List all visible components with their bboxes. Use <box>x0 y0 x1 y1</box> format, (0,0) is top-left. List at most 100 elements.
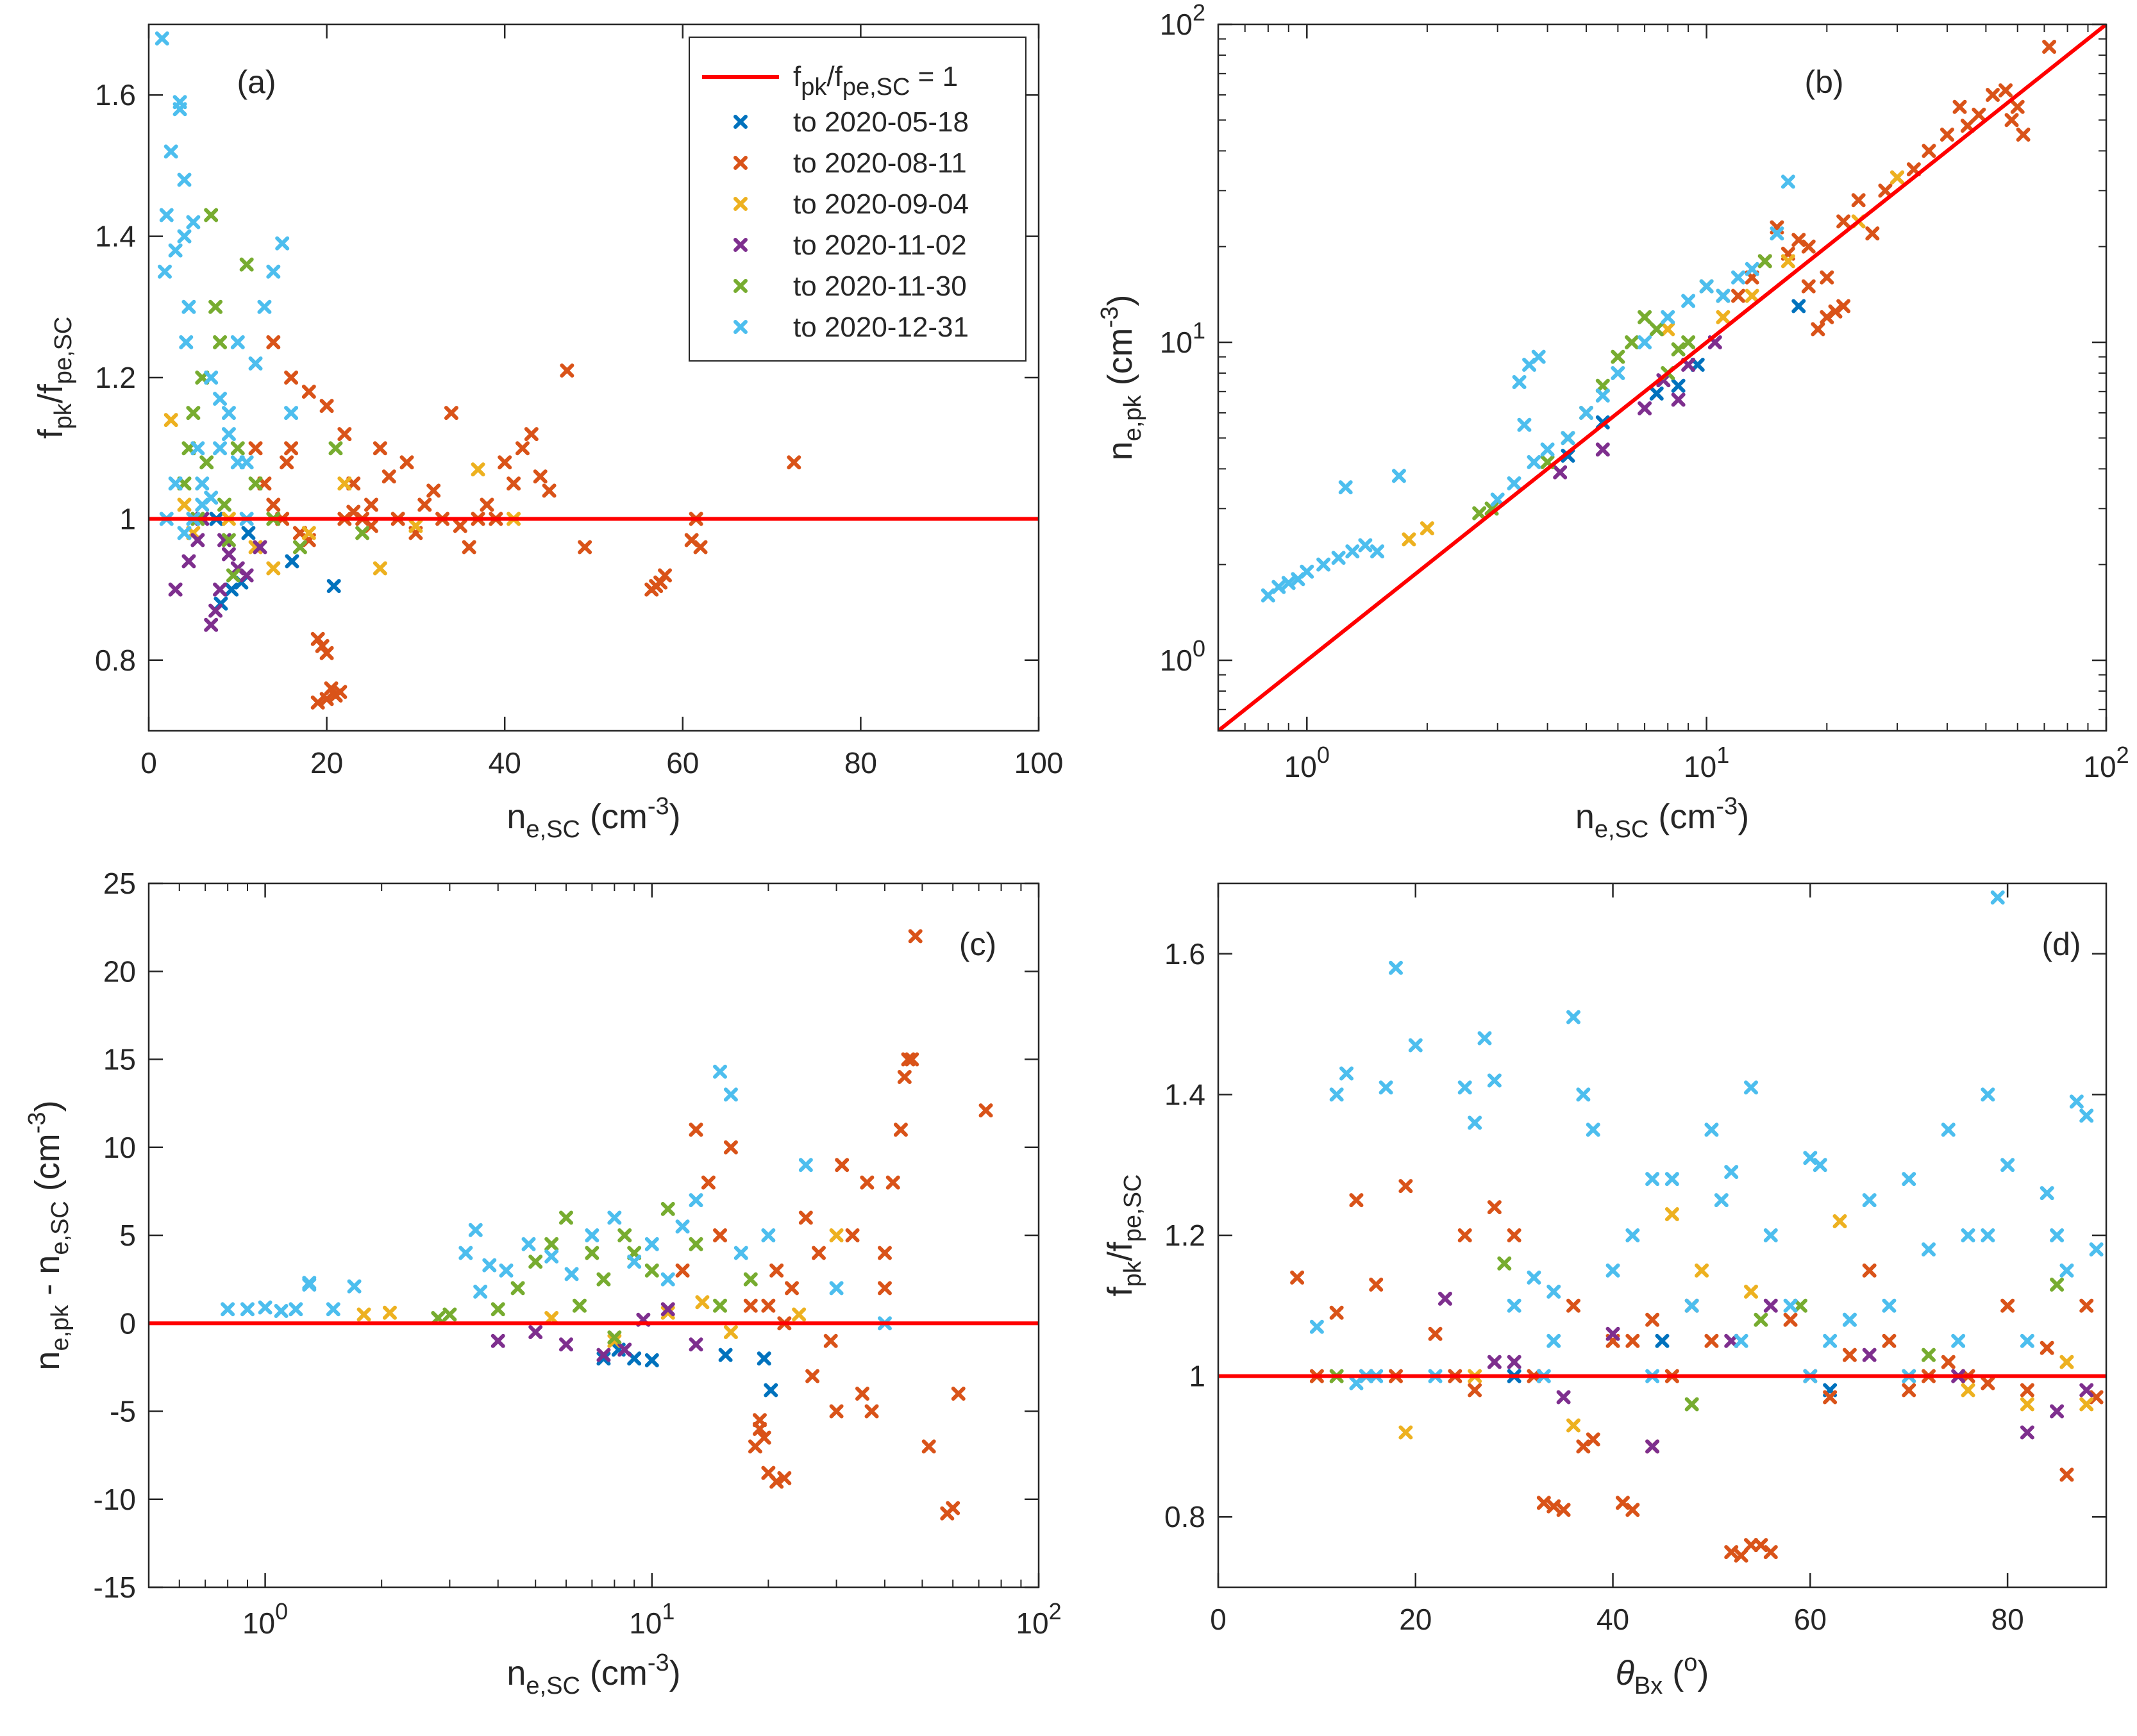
panel-label: (a) <box>237 64 276 100</box>
data-point <box>280 455 294 470</box>
data-point <box>644 1237 659 1251</box>
data-point <box>1468 1115 1482 1130</box>
data-point <box>168 582 183 597</box>
data-point <box>1791 233 1806 247</box>
data-point <box>1579 406 1593 421</box>
data-point <box>462 540 476 555</box>
data-point <box>292 540 307 555</box>
data-point <box>1566 1010 1580 1024</box>
data-point <box>1781 254 1795 269</box>
data-point <box>951 1387 966 1401</box>
data-point <box>1811 322 1825 337</box>
data-point <box>2040 1186 2054 1201</box>
data-point <box>823 1333 838 1348</box>
data-point <box>1370 544 1385 559</box>
data-point <box>2020 1383 2034 1398</box>
data-point <box>1428 1326 1443 1341</box>
data-point <box>1890 170 1905 185</box>
data-point <box>1527 455 1541 469</box>
data-point <box>644 1353 659 1367</box>
data-point <box>1770 226 1784 241</box>
data-point <box>1823 1390 1838 1405</box>
data-point <box>515 441 530 456</box>
series-3 <box>1398 1207 2094 1440</box>
data-point <box>1820 310 1834 324</box>
data-point <box>1536 1496 1551 1510</box>
data-point <box>1781 174 1795 189</box>
data-point <box>757 1430 771 1445</box>
data-point <box>1391 469 1406 483</box>
data-point <box>1664 1172 1679 1187</box>
data-point <box>213 335 228 349</box>
data-point <box>239 257 254 272</box>
data-point <box>284 441 299 456</box>
data-point <box>1823 1333 1838 1348</box>
data-point <box>658 568 673 583</box>
x-tick-label: 40 <box>1596 1603 1629 1636</box>
data-point <box>784 1281 799 1296</box>
legend-marker <box>733 115 748 129</box>
data-point <box>181 554 196 569</box>
data-point <box>617 1228 632 1242</box>
data-point <box>186 406 201 421</box>
data-point <box>258 1300 272 1315</box>
data-point <box>195 476 210 491</box>
data-point <box>301 385 316 399</box>
x-tick-label: 100 <box>242 1598 288 1640</box>
data-point <box>1625 1333 1640 1348</box>
data-point <box>718 1348 733 1362</box>
panel-label: (d) <box>2041 926 2081 962</box>
data-point <box>1300 564 1314 579</box>
data-point <box>490 1333 505 1348</box>
data-point <box>1862 1263 1877 1278</box>
x-tick-label: 100 <box>1014 746 1064 780</box>
data-point <box>186 215 201 230</box>
data-point <box>1714 1193 1729 1208</box>
data-point <box>204 617 219 632</box>
data-point <box>1803 1151 1818 1165</box>
data-point <box>1793 1298 1807 1313</box>
data-point <box>1882 1333 1897 1348</box>
data-point <box>1744 1080 1758 1095</box>
legend-item: to 2020-08-11 <box>793 147 967 179</box>
data-point <box>1329 1305 1344 1320</box>
data-point <box>1546 1499 1561 1514</box>
data-point <box>1716 288 1731 303</box>
panel-c: 100 101 102 -15 -10 -5 0 5 10 15 20 25 (c) ne,SC (cm-… <box>24 867 1062 1699</box>
data-point <box>1331 551 1346 565</box>
x-tick-label: 20 <box>1399 1603 1432 1636</box>
data-point <box>347 1279 362 1294</box>
legend-ref-label: fpk/fpe,SC = 1 <box>793 61 958 101</box>
data-point <box>1664 1207 1679 1222</box>
data-point <box>1595 388 1610 403</box>
panel-b: 100 101 102 100 101 102 (b) ne,SC (cm-3) ne,pk (… <box>1096 0 2129 843</box>
data-point <box>1999 83 2013 97</box>
data-point <box>1497 1256 1512 1271</box>
data-point <box>1586 1432 1600 1447</box>
data-point <box>168 243 183 258</box>
data-point <box>1487 1200 1502 1215</box>
data-point <box>835 1158 850 1173</box>
data-point <box>1820 270 1834 285</box>
data-point <box>644 1263 659 1278</box>
data-point <box>701 1175 716 1190</box>
data-point <box>1671 342 1686 357</box>
data-point <box>1882 1298 1897 1313</box>
data-point <box>1763 1298 1778 1313</box>
data-point <box>275 236 290 251</box>
data-point <box>480 497 494 512</box>
data-point <box>2079 1397 2094 1412</box>
data-point <box>326 579 341 594</box>
data-point <box>596 1348 611 1362</box>
data-point <box>798 1210 813 1225</box>
data-point <box>1684 1298 1699 1313</box>
data-point <box>1724 1545 1739 1560</box>
data-point <box>2016 128 2031 142</box>
y-tick-label: 101 <box>1160 317 1205 359</box>
data-point <box>1716 310 1731 324</box>
data-point <box>1951 1333 1966 1348</box>
y-tick-label: 25 <box>103 867 136 900</box>
data-point <box>558 1210 573 1225</box>
data-point <box>253 540 267 555</box>
legend-marker <box>733 156 748 170</box>
